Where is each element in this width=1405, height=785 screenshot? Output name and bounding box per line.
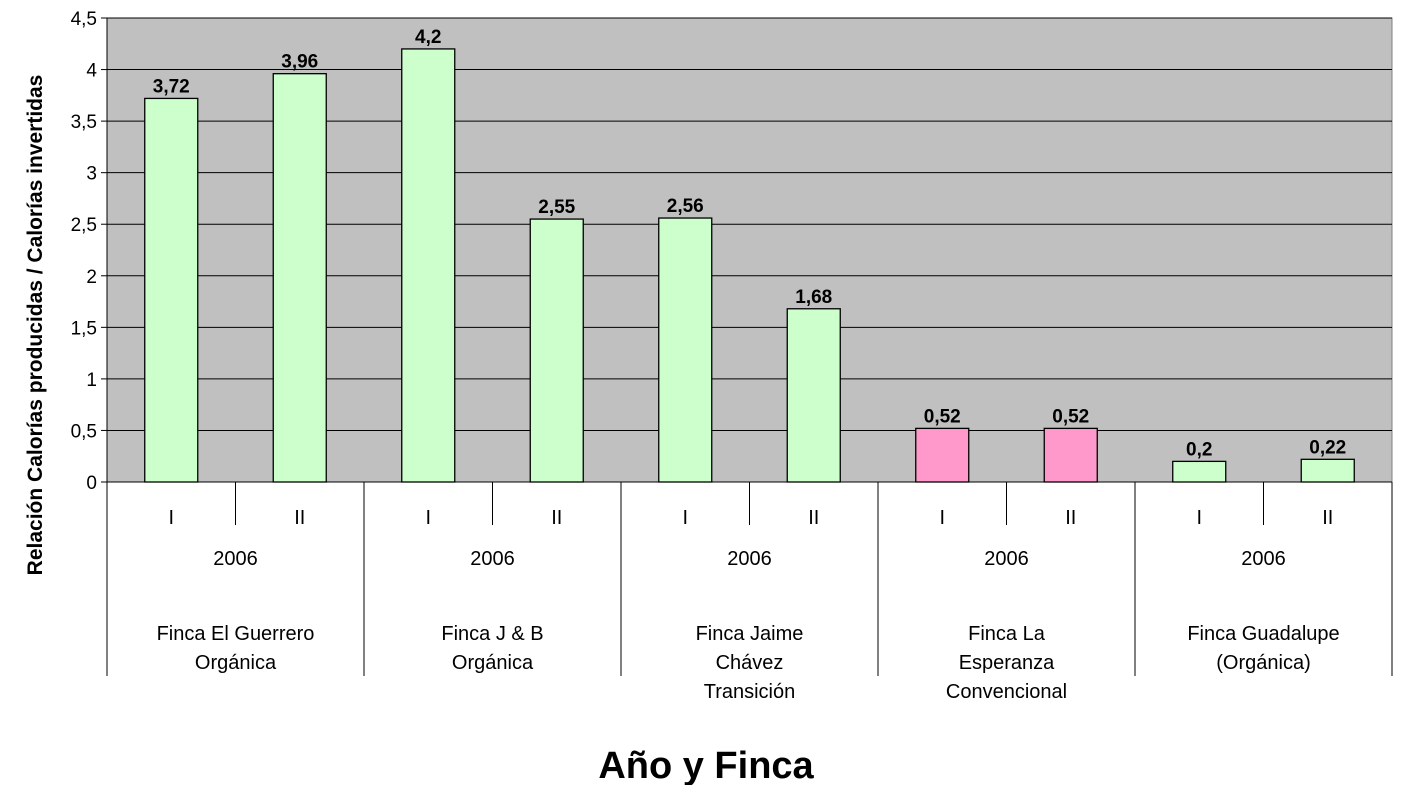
farm-label: Finca Jaime: [696, 623, 804, 645]
y-tick-label: 1: [86, 370, 97, 391]
y-tick-label: 0,5: [71, 421, 97, 442]
y-tick-label: 2: [86, 267, 97, 288]
year-label: 2006: [984, 548, 1029, 570]
year-label: 2006: [727, 548, 772, 570]
farm-label: Transición: [704, 681, 796, 703]
data-label: 2,55: [538, 197, 575, 218]
data-label: 0,52: [924, 406, 961, 427]
farm-label: Finca El Guerrero: [157, 623, 315, 645]
period-label: II: [1322, 507, 1333, 529]
bar: [786, 308, 841, 483]
farm-label: Convencional: [946, 681, 1067, 703]
period-label: I: [682, 507, 688, 529]
year-label: 2006: [1241, 548, 1286, 570]
y-tick-label: 4: [86, 61, 97, 82]
year-label: 2006: [470, 548, 515, 570]
y-tick-label: 2,5: [71, 215, 97, 236]
labels: 00,511,522,533,544,53,72I3,96II2006Finca…: [71, 9, 1347, 703]
period-label: II: [551, 507, 562, 529]
farm-label: Finca Guadalupe: [1187, 623, 1339, 645]
period-label: I: [168, 507, 174, 529]
farm-label: (Orgánica): [1216, 652, 1310, 674]
bar: [1172, 460, 1227, 483]
bar: [658, 217, 713, 483]
farm-label: Orgánica: [195, 652, 277, 674]
data-label: 2,56: [667, 196, 704, 217]
bar: [529, 218, 584, 483]
data-label: 3,96: [281, 52, 318, 73]
y-tick-label: 3,5: [71, 112, 97, 133]
bar: [1300, 458, 1355, 483]
y-tick-label: 1,5: [71, 318, 97, 339]
data-label: 3,72: [153, 76, 190, 97]
period-label: II: [808, 507, 819, 529]
data-label: 0,22: [1309, 437, 1346, 458]
y-tick-label: 4,5: [71, 9, 97, 30]
period-label: II: [294, 507, 305, 529]
period-label: I: [425, 507, 431, 529]
farm-label: Orgánica: [452, 652, 534, 674]
bar: [272, 73, 327, 483]
farm-label: Chávez: [716, 652, 784, 674]
farm-label: Finca La: [968, 623, 1046, 645]
period-label: II: [1065, 507, 1076, 529]
data-label: 1,68: [795, 287, 832, 308]
farm-label: Finca J & B: [441, 623, 543, 645]
x-axis-title: Año y Finca: [598, 745, 814, 785]
farm-label: Esperanza: [959, 652, 1055, 674]
data-label: 0,2: [1186, 439, 1212, 460]
y-tick-label: 3: [86, 164, 97, 185]
y-axis-title: Relación Calorías producidas / Calorías …: [24, 75, 47, 576]
period-label: I: [1196, 507, 1202, 529]
bar: [1043, 427, 1098, 483]
bars: [144, 48, 1355, 483]
axes: [101, 17, 1393, 676]
period-label: I: [939, 507, 945, 529]
bar: [401, 48, 456, 483]
data-label: 4,2: [415, 27, 441, 48]
year-label: 2006: [213, 548, 258, 570]
bar: [915, 427, 970, 483]
bar: [144, 97, 199, 483]
y-tick-label: 0: [86, 473, 97, 494]
data-label: 0,52: [1052, 406, 1089, 427]
